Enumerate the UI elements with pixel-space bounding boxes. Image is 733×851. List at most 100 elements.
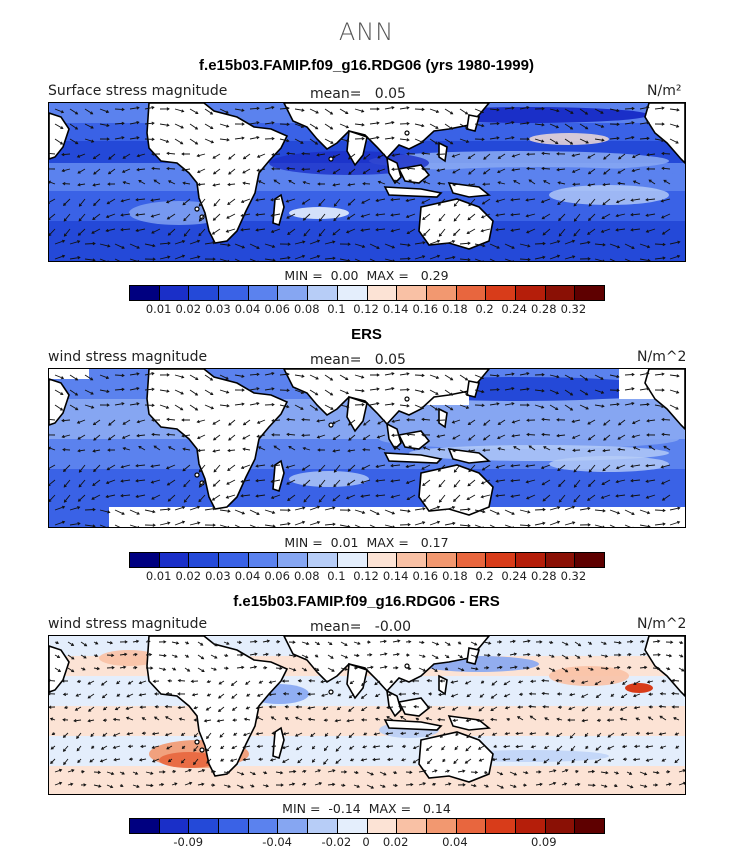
wind-arrow-head [332,171,336,174]
colorbar-tick-label: 0.04 [442,835,468,849]
wind-arrow [639,509,650,514]
wind-arrow-head [112,733,117,737]
wind-arrow [241,479,251,483]
wind-arrow-head [661,758,665,762]
wind-arrow [399,373,409,376]
wind-arrow [504,402,514,406]
colorbar-swatch [189,553,220,567]
wind-arrow [587,419,596,425]
wind-arrow-head [345,377,349,381]
wind-arrow-head [121,511,125,515]
wind-arrow-head [645,213,649,217]
wind-arrow-head [525,230,530,234]
wind-arrow-head [253,665,258,669]
wind-arrow-head [134,652,138,657]
wind-arrow [391,464,401,467]
wind-arrow-head [526,121,530,125]
wind-arrow-head [557,705,562,709]
wind-arrow [226,494,236,499]
panel-2-map [48,368,686,528]
wind-arrow [423,228,431,236]
wind-arrow-head [348,695,352,699]
wind-arrow-head [573,469,577,473]
wind-arrow-head [668,782,672,786]
wind-arrow [314,769,321,773]
wind-arrow [542,692,550,695]
land-outline [644,369,685,431]
wind-arrow-head [436,254,441,258]
wind-arrow [659,705,667,708]
wind-arrow-head [450,377,454,381]
wind-arrow-head [302,180,306,185]
wind-arrow-head [75,693,79,697]
wind-arrow [431,641,439,646]
wind-arrow [258,446,266,451]
wind-arrow-head [657,639,661,643]
wind-arrow [579,108,588,115]
wind-arrow-head [436,418,440,423]
wind-arrow [228,419,236,426]
wind-arrow [223,784,231,788]
wind-arrow [453,213,461,222]
wind-arrow-head [362,745,366,749]
wind-arrow [136,168,146,171]
wind-arrow-head [153,445,157,449]
colorbar-tick-label: 0.28 [530,302,557,316]
wind-arrow-head [422,482,426,486]
wind-arrow-head [588,469,592,473]
wind-arrow-head [449,126,454,130]
wind-arrow-head [150,480,154,484]
wind-arrow [204,404,214,409]
wind-arrow [168,228,176,236]
wind-arrow [99,243,110,247]
wind-arrow-head [603,641,607,645]
wind-arrow [543,758,550,764]
wind-arrow-head [228,437,232,441]
wind-arrow-head [421,390,425,394]
wind-arrow-head [303,233,307,237]
wind-arrow-head [167,232,171,236]
wind-arrow [167,213,176,220]
wind-arrow-head [226,404,230,408]
wind-arrow [467,213,476,221]
wind-arrow-head [323,718,327,722]
wind-arrow-head [406,121,410,126]
wind-arrow [332,228,341,236]
wind-arrow [470,641,477,646]
wind-arrow [489,374,499,377]
wind-arrow-head [556,520,561,524]
wind-arrow-head [426,679,430,683]
wind-arrow-head [410,782,414,787]
wind-arrow-head [301,108,305,112]
wind-arrow [227,198,236,205]
wind-arrow [92,213,101,220]
wind-arrow-head [271,121,275,125]
wind-arrow-head [347,202,351,206]
wind-arrow [184,494,191,503]
wind-arrow [77,168,86,174]
wind-arrow-head [333,469,337,473]
wind-arrow-head [167,180,172,184]
colorbar-swatch [575,553,604,567]
wind-arrow-head [218,681,222,685]
panel-3-colorbar-ticks: -0.09 -0.04 -0.02 0 0.02 0.04 0.09 [129,835,605,849]
wind-arrow [93,153,101,160]
wind-arrow [414,255,425,260]
wind-arrow-head [270,213,274,218]
wind-arrow-head [316,169,320,173]
wind-arrow [353,641,361,645]
wind-arrow-head [541,139,545,143]
wind-arrow [512,419,521,423]
wind-arrow-head [333,484,337,488]
wind-arrow-head [214,655,218,659]
wind-arrow-head [329,377,334,381]
wind-arrow [271,198,281,201]
wind-arrow [303,479,311,487]
wind-arrow-head [557,506,561,510]
wind-arrow-head [462,783,466,787]
wind-arrow-head [510,228,514,232]
wind-arrow-head [541,417,545,422]
colorbar-swatch [545,553,576,567]
wind-arrow [613,666,620,669]
wind-arrow-head [255,228,259,232]
